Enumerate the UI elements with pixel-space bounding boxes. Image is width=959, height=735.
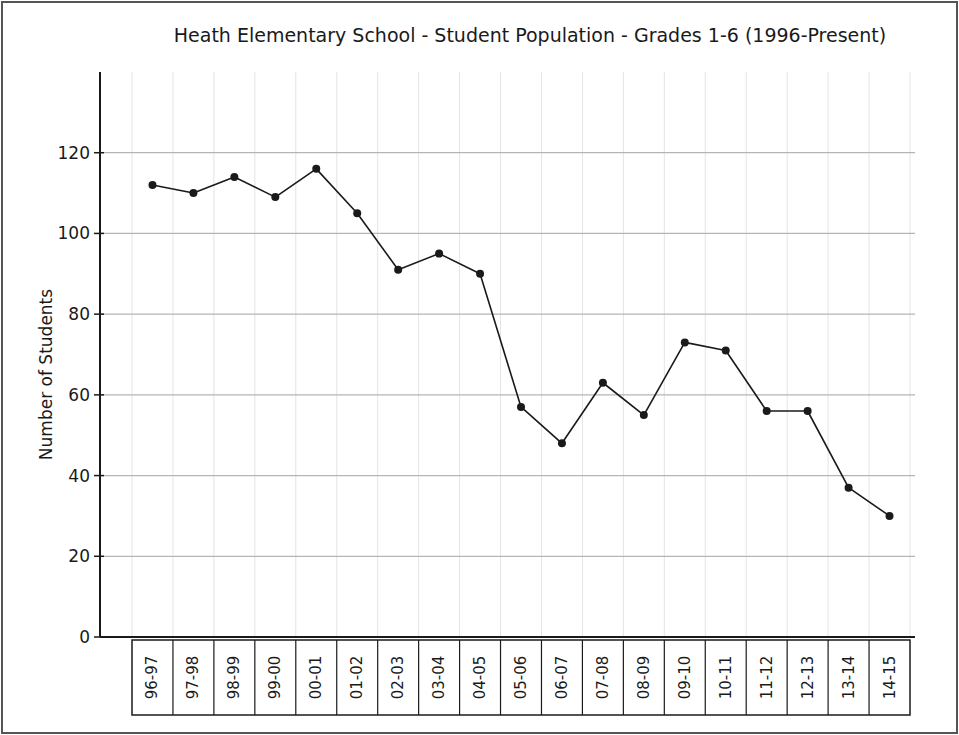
grid-line-vertical	[254, 72, 255, 637]
x-axis	[100, 636, 915, 638]
point	[189, 189, 197, 197]
y-tick-label: 100	[58, 223, 90, 243]
point	[804, 407, 812, 415]
grid-line	[100, 314, 915, 315]
y-tick-label: 60	[68, 385, 90, 405]
x-tick-label: 05-06	[512, 656, 530, 700]
point	[271, 193, 279, 201]
point	[435, 250, 443, 258]
point	[681, 338, 689, 346]
x-tick-label: 06-07	[553, 656, 571, 700]
category-divider	[746, 640, 747, 715]
category-divider	[377, 640, 378, 715]
x-tick-label: 98-99	[225, 656, 243, 700]
point	[353, 209, 361, 217]
x-tick-label: 13-14	[840, 656, 858, 700]
grid-line	[100, 475, 915, 476]
grid-line-vertical	[746, 72, 747, 637]
grid	[100, 72, 915, 637]
x-tick-label: 09-10	[676, 656, 694, 700]
x-tick-label: 02-03	[389, 656, 407, 700]
category-divider	[868, 640, 869, 715]
category-divider	[582, 640, 583, 715]
grid-line-vertical	[828, 72, 829, 637]
data-group	[148, 165, 893, 520]
category-divider	[418, 640, 419, 715]
grid-line-vertical	[787, 72, 788, 637]
grid-line	[100, 556, 915, 557]
line	[152, 169, 889, 516]
category-divider	[295, 640, 296, 715]
point	[148, 181, 156, 189]
grid-line-vertical	[213, 72, 214, 637]
grid-line-vertical	[172, 72, 173, 637]
x-tick-label: 97-98	[184, 656, 202, 700]
grid-line	[100, 394, 915, 395]
grid-line	[100, 152, 915, 153]
grid-line	[100, 233, 915, 234]
grid-line-vertical	[377, 72, 378, 637]
point	[722, 346, 730, 354]
chart: Heath Elementary School - Student Popula…	[0, 0, 959, 735]
x-tick-label: 00-01	[307, 656, 325, 700]
category-divider	[705, 640, 706, 715]
category-divider	[459, 640, 460, 715]
category-divider	[213, 640, 214, 715]
point	[312, 165, 320, 173]
x-tick-label: 14-15	[881, 656, 899, 700]
x-tick-label: 10-11	[717, 656, 735, 700]
point	[763, 407, 771, 415]
x-tick-label: 08-09	[635, 656, 653, 700]
title: Heath Elementary School - Student Popula…	[174, 24, 886, 46]
y-tick-label: 20	[68, 546, 90, 566]
point	[517, 403, 525, 411]
grid-line-vertical	[295, 72, 296, 637]
y-tick-label: 40	[68, 466, 90, 486]
category-divider	[254, 640, 255, 715]
y-axis	[99, 72, 101, 637]
grid-line-vertical	[459, 72, 460, 637]
grid-line-vertical	[910, 72, 911, 637]
point	[886, 512, 894, 520]
grid-line-vertical	[418, 72, 419, 637]
category-divider	[787, 640, 788, 715]
page-frame	[2, 2, 957, 733]
x-tick-label: 11-12	[758, 656, 776, 700]
grid-line-vertical	[705, 72, 706, 637]
x-tick-label: 03-04	[430, 656, 448, 700]
category-divider	[541, 640, 542, 715]
point	[558, 439, 566, 447]
category-box	[132, 640, 910, 715]
grid-line-vertical	[582, 72, 583, 637]
grid-line-vertical	[664, 72, 665, 637]
point	[476, 270, 484, 278]
point	[640, 411, 648, 419]
grid-line-vertical	[869, 72, 870, 637]
grid-line-vertical	[541, 72, 542, 637]
category-divider	[500, 640, 501, 715]
y-tick-label: 0	[79, 627, 90, 647]
point	[394, 266, 402, 274]
category-divider	[172, 640, 173, 715]
category-divider	[828, 640, 829, 715]
x-tick-label: 99-00	[266, 656, 284, 700]
category-divider	[623, 640, 624, 715]
x-tick-label: 07-08	[594, 656, 612, 700]
grid-line-vertical	[500, 72, 501, 637]
y-tick-label: 80	[68, 304, 90, 324]
x-tick-label: 04-05	[471, 656, 489, 700]
point	[845, 484, 853, 492]
x-tick-label: 01-02	[348, 656, 366, 700]
grid-line-vertical	[623, 72, 624, 637]
grid-line-vertical	[336, 72, 337, 637]
x-tick-label: 96-97	[143, 656, 161, 700]
point	[230, 173, 238, 181]
category-divider	[664, 640, 665, 715]
category-divider	[336, 640, 337, 715]
y-tick-label: 120	[58, 143, 90, 163]
x-tick-label: 12-13	[799, 656, 817, 700]
y-axis-title: Number of Students	[36, 289, 56, 460]
point	[599, 379, 607, 387]
grid-line-vertical	[132, 72, 133, 637]
